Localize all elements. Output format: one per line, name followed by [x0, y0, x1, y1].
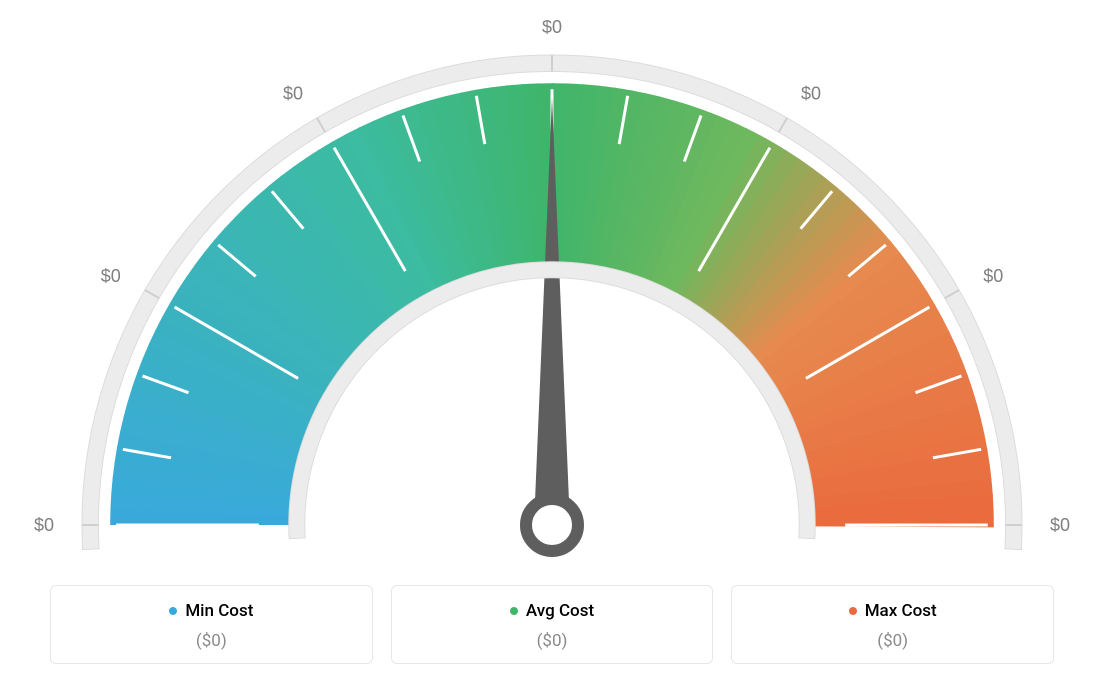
- legend-row: Min Cost ($0) Avg Cost ($0) Max Cost ($0…: [20, 585, 1084, 664]
- legend-card-min: Min Cost ($0): [50, 585, 373, 664]
- gauge-tick-label: $0: [983, 266, 1003, 286]
- gauge-tick-label: $0: [283, 84, 303, 104]
- legend-card-max: Max Cost ($0): [731, 585, 1054, 664]
- legend-value-min: ($0): [61, 631, 362, 651]
- legend-text-avg: Avg Cost: [526, 601, 594, 621]
- legend-dot-min: [169, 607, 177, 615]
- gauge-tick-label: $0: [542, 20, 562, 37]
- legend-text-max: Max Cost: [865, 601, 937, 621]
- legend-label-min: Min Cost: [169, 601, 253, 621]
- gauge-canvas-wrap: $0 $0 $0 $0 $0 $0 $0: [20, 20, 1084, 565]
- legend-dot-max: [849, 607, 857, 615]
- gauge-tick-label: $0: [1050, 515, 1070, 535]
- legend-value-max: ($0): [742, 631, 1043, 651]
- gauge-tick-label: $0: [34, 515, 54, 535]
- gauge-tick-label: $0: [801, 84, 821, 104]
- legend-label-max: Max Cost: [849, 601, 937, 621]
- gauge-svg: $0 $0 $0 $0 $0 $0 $0: [20, 20, 1084, 565]
- legend-dot-avg: [510, 607, 518, 615]
- legend-label-avg: Avg Cost: [510, 601, 594, 621]
- legend-card-avg: Avg Cost ($0): [391, 585, 714, 664]
- legend-text-min: Min Cost: [185, 601, 253, 621]
- cost-gauge-chart: $0 $0 $0 $0 $0 $0 $0 Min Cost ($0) Avg Cost ($…: [20, 20, 1084, 664]
- gauge-tick-label: $0: [101, 266, 121, 286]
- legend-value-avg: ($0): [402, 631, 703, 651]
